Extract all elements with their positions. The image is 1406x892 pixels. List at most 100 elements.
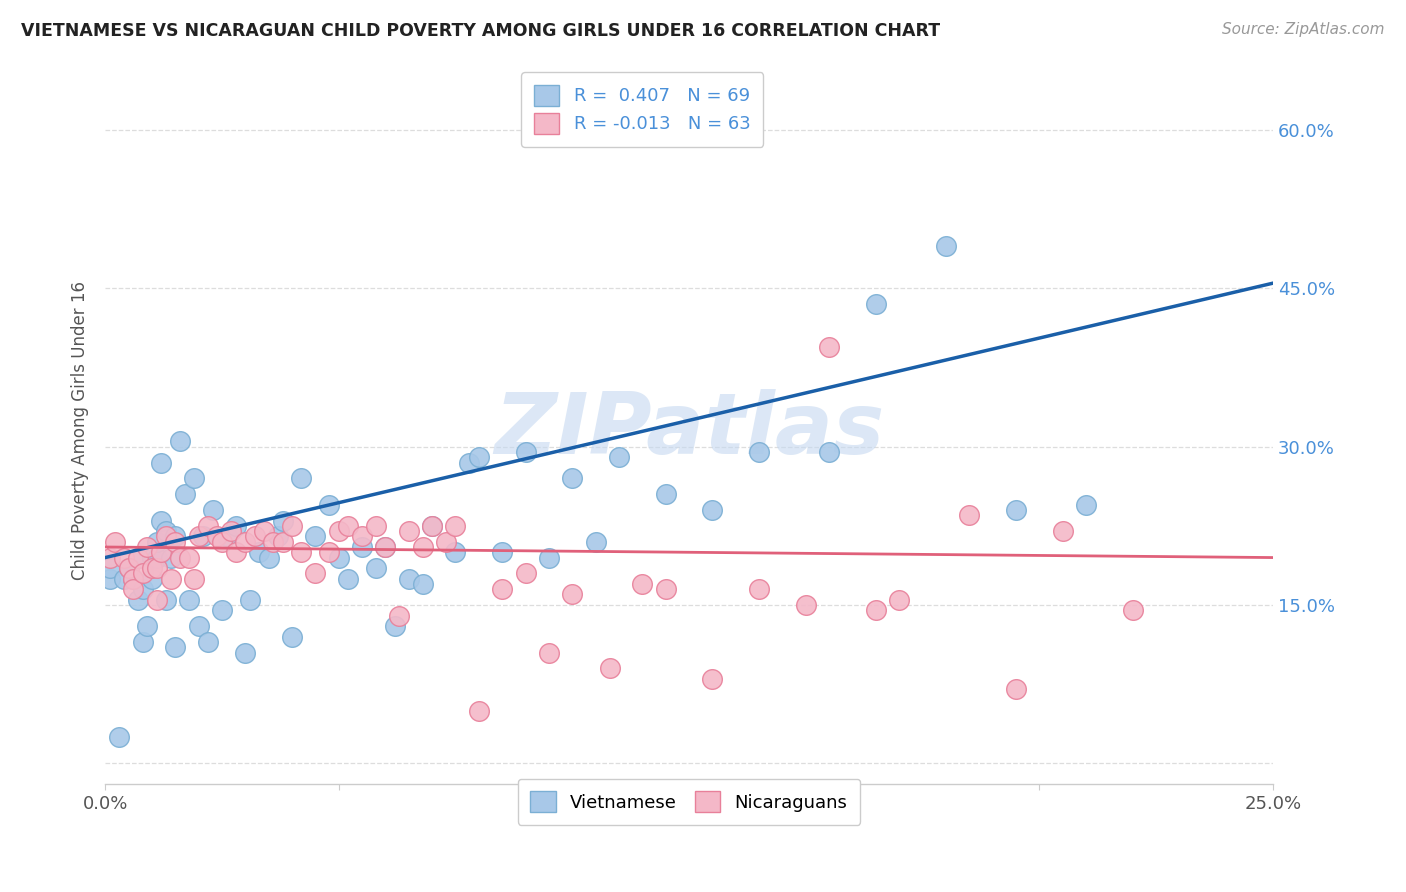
Point [654, 582, 676, 597]
Point [1005, 503, 1028, 517]
Point [169, 550, 191, 565]
Point [141, 550, 163, 565]
Point [491, 582, 513, 597]
Point [702, 503, 724, 517]
Point [155, 524, 177, 538]
Point [122, 572, 145, 586]
Point [122, 572, 145, 586]
Point [412, 540, 434, 554]
Point [318, 498, 340, 512]
Point [211, 603, 233, 617]
Point [271, 514, 294, 528]
Point [935, 239, 957, 253]
Point [271, 534, 294, 549]
Point [262, 534, 284, 549]
Point [491, 545, 513, 559]
Point [374, 540, 396, 554]
Point [515, 566, 537, 581]
Point [239, 592, 262, 607]
Point [169, 434, 191, 449]
Point [165, 534, 187, 549]
Y-axis label: Child Poverty Among Girls Under 16: Child Poverty Among Girls Under 16 [72, 282, 89, 581]
Point [131, 566, 153, 581]
Point [304, 529, 326, 543]
Point [607, 450, 630, 465]
Point [818, 339, 841, 353]
Point [1052, 524, 1074, 538]
Point [458, 456, 481, 470]
Point [108, 730, 131, 744]
Point [179, 592, 201, 607]
Point [187, 619, 209, 633]
Point [374, 540, 396, 554]
Point [281, 630, 304, 644]
Point [136, 619, 159, 633]
Point [98, 572, 121, 586]
Point [215, 529, 238, 543]
Point [112, 572, 135, 586]
Point [145, 561, 167, 575]
Point [599, 661, 621, 675]
Point [537, 550, 560, 565]
Point [145, 592, 167, 607]
Point [352, 540, 374, 554]
Point [398, 572, 420, 586]
Point [257, 550, 280, 565]
Point [468, 450, 491, 465]
Point [117, 561, 139, 575]
Point [1074, 498, 1097, 512]
Point [131, 582, 153, 597]
Point [328, 524, 350, 538]
Point [328, 550, 350, 565]
Point [183, 572, 205, 586]
Point [794, 598, 817, 612]
Point [468, 704, 491, 718]
Point [103, 534, 125, 549]
Point [290, 545, 312, 559]
Point [155, 529, 177, 543]
Point [352, 529, 374, 543]
Point [211, 534, 233, 549]
Point [748, 445, 770, 459]
Point [290, 471, 312, 485]
Point [150, 514, 173, 528]
Point [98, 561, 121, 575]
Point [318, 545, 340, 559]
Point [117, 561, 139, 575]
Point [889, 592, 911, 607]
Point [267, 529, 290, 543]
Point [561, 471, 583, 485]
Point [364, 519, 387, 533]
Point [141, 572, 163, 586]
Point [197, 635, 219, 649]
Point [145, 534, 167, 549]
Point [165, 640, 187, 655]
Point [1005, 682, 1028, 697]
Point [193, 529, 215, 543]
Point [420, 519, 443, 533]
Point [145, 550, 167, 565]
Point [957, 508, 980, 523]
Point [150, 456, 173, 470]
Point [225, 545, 247, 559]
Point [150, 545, 173, 559]
Point [201, 503, 224, 517]
Point [207, 529, 229, 543]
Point [131, 635, 153, 649]
Point [179, 550, 201, 565]
Point [173, 487, 195, 501]
Point [585, 534, 607, 549]
Text: Source: ZipAtlas.com: Source: ZipAtlas.com [1222, 22, 1385, 37]
Point [420, 519, 443, 533]
Text: ZIPatlas: ZIPatlas [494, 390, 884, 473]
Point [748, 582, 770, 597]
Point [304, 566, 326, 581]
Point [247, 545, 270, 559]
Point [515, 445, 537, 459]
Point [398, 524, 420, 538]
Point [127, 592, 149, 607]
Point [537, 646, 560, 660]
Point [197, 519, 219, 533]
Point [127, 550, 149, 565]
Point [281, 519, 304, 533]
